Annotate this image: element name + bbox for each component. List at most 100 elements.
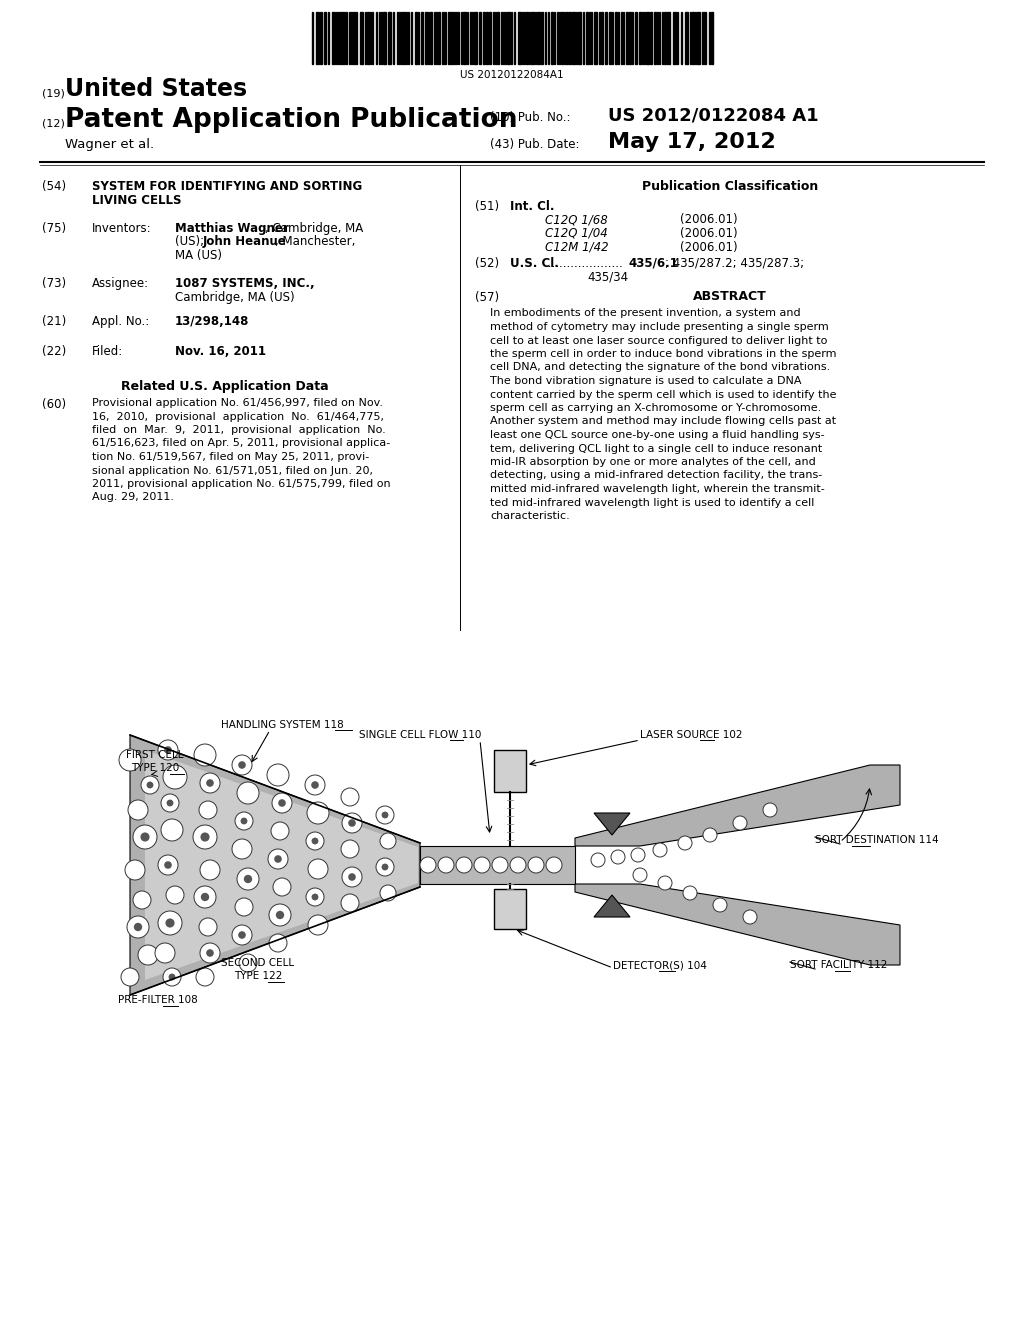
Circle shape [382,863,388,870]
Circle shape [703,828,717,842]
Text: C12Q 1/04: C12Q 1/04 [545,227,608,240]
Text: cell DNA, and detecting the signature of the bond vibrations.: cell DNA, and detecting the signature of… [490,363,830,372]
Circle shape [158,741,178,760]
Circle shape [456,857,472,873]
Text: .....................: ..................... [545,257,624,271]
Circle shape [134,923,142,931]
Circle shape [239,954,257,972]
Text: content carried by the sperm cell which is used to identify the: content carried by the sperm cell which … [490,389,837,400]
Bar [646,12,649,63]
Text: , Cambridge, MA: , Cambridge, MA [265,222,364,235]
Bar [324,12,326,63]
Circle shape [166,919,174,928]
Circle shape [658,876,672,890]
Text: sperm cell as carrying an X-chromosome or Y-chromosome.: sperm cell as carrying an X-chromosome o… [490,403,821,413]
Circle shape [376,807,394,824]
Bar [507,12,510,63]
Bar [494,888,526,929]
Bar [486,12,488,63]
Circle shape [306,832,324,850]
Circle shape [146,781,154,788]
Circle shape [269,935,287,952]
Bar [442,12,444,63]
Text: 1087 SYSTEMS, INC.,: 1087 SYSTEMS, INC., [175,277,314,290]
Circle shape [140,833,150,842]
Bar [605,12,607,63]
Circle shape [239,931,246,939]
Text: C12M 1/42: C12M 1/42 [545,240,608,253]
Text: US 20120122084A1: US 20120122084A1 [460,70,564,81]
Circle shape [382,812,388,818]
Text: (10) Pub. No.:: (10) Pub. No.: [490,111,570,124]
Text: least one QCL source one-by-one using a fluid handling sys-: least one QCL source one-by-one using a … [490,430,824,440]
Text: 2011, provisional application No. 61/575,799, filed on: 2011, provisional application No. 61/575… [92,479,390,488]
Circle shape [743,909,757,924]
Text: Provisional application No. 61/456,997, filed on Nov.: Provisional application No. 61/456,997, … [92,399,383,408]
Bar [479,12,481,63]
Text: The bond vibration signature is used to calculate a DNA: The bond vibration signature is used to … [490,376,802,385]
Circle shape [273,878,291,896]
Circle shape [307,803,329,824]
Circle shape [201,892,209,902]
Circle shape [733,816,746,830]
Text: John Heanue: John Heanue [203,235,287,248]
Circle shape [141,776,159,795]
Text: TYPE 122: TYPE 122 [233,972,283,981]
Bar [594,12,597,63]
Circle shape [713,898,727,912]
Bar [451,12,453,63]
Circle shape [244,875,252,883]
Text: 13/298,148: 13/298,148 [175,315,250,327]
Text: TYPE 120: TYPE 120 [131,763,179,774]
Circle shape [196,968,214,986]
Bar [692,12,694,63]
Text: mid-IR absorption by one or more analytes of the cell, and: mid-IR absorption by one or more analyte… [490,457,816,467]
Text: SYSTEM FOR IDENTIFYING AND SORTING: SYSTEM FOR IDENTIFYING AND SORTING [92,180,362,193]
Bar [551,12,553,63]
Text: SECOND CELL: SECOND CELL [221,958,295,968]
Bar [449,12,450,63]
Circle shape [306,888,324,906]
Bar [388,12,391,63]
Text: United States: United States [65,77,247,102]
Circle shape [492,857,508,873]
Text: FIRST CELL: FIRST CELL [126,750,183,760]
Circle shape [380,884,396,902]
Circle shape [158,855,178,875]
Circle shape [155,942,175,964]
Circle shape [308,859,328,879]
Circle shape [611,850,625,865]
Bar [685,12,688,63]
Text: (60): (60) [42,399,67,411]
Bar [711,12,713,63]
Circle shape [279,799,286,807]
Text: ted mid-infrared wavelength light is used to identify a cell: ted mid-infrared wavelength light is use… [490,498,814,507]
Bar [430,12,432,63]
Bar [615,12,617,63]
Text: LASER SOURCE 102: LASER SOURCE 102 [640,730,742,741]
Bar [635,12,637,63]
Bar [626,12,628,63]
Polygon shape [594,895,630,917]
Bar [474,12,477,63]
Circle shape [161,795,179,812]
Bar [415,12,417,63]
Bar [483,12,485,63]
Circle shape [201,833,210,842]
Circle shape [125,861,145,880]
Text: Aug. 29, 2011.: Aug. 29, 2011. [92,492,174,503]
Text: Filed:: Filed: [92,345,123,358]
Bar [403,12,406,63]
Circle shape [232,925,252,945]
Text: (57): (57) [475,290,499,304]
Text: Assignee:: Assignee: [92,277,150,290]
Text: C12Q 1/68: C12Q 1/68 [545,214,608,227]
Text: (51): (51) [475,201,499,213]
Text: (22): (22) [42,345,67,358]
Text: (21): (21) [42,315,67,327]
Bar [541,12,543,63]
Bar [463,12,466,63]
Text: SORT FACILITY 112: SORT FACILITY 112 [790,960,888,970]
Text: sional application No. 61/571,051, filed on Jun. 20,: sional application No. 61/571,051, filed… [92,466,373,475]
Polygon shape [594,813,630,836]
